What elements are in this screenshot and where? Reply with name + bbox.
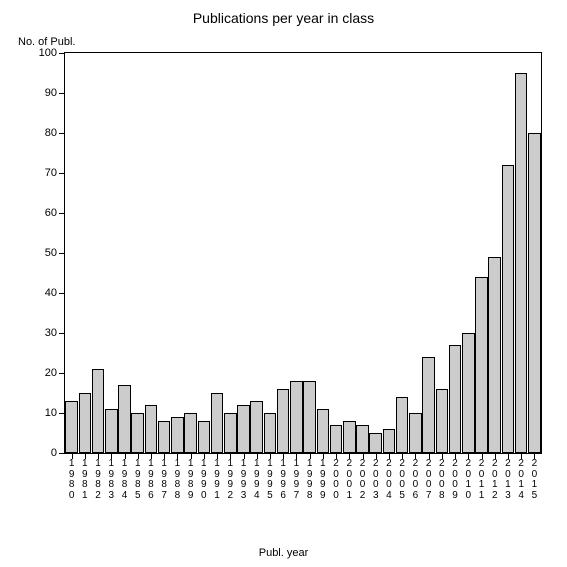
x-tick-label: 1982 [91, 453, 104, 501]
bar [528, 133, 541, 453]
x-tick-label: 2011 [475, 453, 488, 501]
bar [396, 397, 409, 453]
x-tick-label: 2013 [501, 453, 514, 501]
x-tick-label: 1997 [290, 453, 303, 501]
x-tick-label: 1999 [316, 453, 329, 501]
bar [158, 421, 171, 453]
x-tick-label: 1986 [144, 453, 157, 501]
bar [65, 401, 78, 453]
y-tick-label: 90 [45, 87, 65, 99]
bar [462, 333, 475, 453]
y-tick-label: 60 [45, 207, 65, 219]
x-tick-label: 1988 [171, 453, 184, 501]
bar [105, 409, 118, 453]
x-tick-label: 1990 [197, 453, 210, 501]
x-tick-label: 1998 [303, 453, 316, 501]
bar [317, 409, 330, 453]
x-tick-label: 2012 [488, 453, 501, 501]
bar [171, 417, 184, 453]
x-tick-label: 2002 [356, 453, 369, 501]
x-tick-label: 2000 [329, 453, 342, 501]
bar [515, 73, 528, 453]
bar [224, 413, 237, 453]
bar [184, 413, 197, 453]
y-tick-label: 10 [45, 407, 65, 419]
bar [92, 369, 105, 453]
y-tick-label: 80 [45, 127, 65, 139]
y-tick-label: 100 [39, 47, 65, 59]
y-tick-label: 50 [45, 247, 65, 259]
x-tick-label: 2009 [448, 453, 461, 501]
x-tick-label: 2005 [396, 453, 409, 501]
y-tick-label: 40 [45, 287, 65, 299]
bar [118, 385, 131, 453]
y-tick-label: 70 [45, 167, 65, 179]
bar [198, 421, 211, 453]
chart-title: Publications per year in class [0, 10, 567, 26]
bar [409, 413, 422, 453]
bar [303, 381, 316, 453]
bar [383, 429, 396, 453]
bar [436, 389, 449, 453]
x-tick-label: 1991 [210, 453, 223, 501]
bar [264, 413, 277, 453]
chart-container: Publications per year in class No. of Pu… [0, 0, 567, 567]
y-tick-label: 0 [51, 447, 65, 459]
bar [250, 401, 263, 453]
y-tick-label: 20 [45, 367, 65, 379]
bar [211, 393, 224, 453]
x-tick-label: 2015 [528, 453, 541, 501]
bar [277, 389, 290, 453]
x-tick-label: 1992 [224, 453, 237, 501]
bar [356, 425, 369, 453]
x-tick-label: 1981 [78, 453, 91, 501]
bar [330, 425, 343, 453]
x-tick-label: 1984 [118, 453, 131, 501]
bar [475, 277, 488, 453]
x-tick-label: 1995 [263, 453, 276, 501]
plot-area: 0102030405060708090100198019811982198319… [64, 52, 542, 454]
bar [449, 345, 462, 453]
bar [145, 405, 158, 453]
x-tick-label: 2003 [369, 453, 382, 501]
x-tick-label: 1993 [237, 453, 250, 501]
x-tick-label: 2006 [409, 453, 422, 501]
x-tick-label: 2008 [435, 453, 448, 501]
bar [369, 433, 382, 453]
x-tick-label: 1983 [105, 453, 118, 501]
x-tick-label: 2004 [382, 453, 395, 501]
bar [290, 381, 303, 453]
x-tick-label: 1985 [131, 453, 144, 501]
bar [79, 393, 92, 453]
bar [131, 413, 144, 453]
bar [343, 421, 356, 453]
bar [502, 165, 515, 453]
x-tick-label: 1996 [277, 453, 290, 501]
bar [422, 357, 435, 453]
x-axis-label: Publ. year [0, 547, 567, 559]
x-tick-label: 2010 [462, 453, 475, 501]
x-tick-label: 2007 [422, 453, 435, 501]
x-tick-label: 1989 [184, 453, 197, 501]
x-tick-label: 1980 [65, 453, 78, 501]
x-tick-label: 1987 [158, 453, 171, 501]
x-tick-label: 1994 [250, 453, 263, 501]
bar [237, 405, 250, 453]
x-tick-label: 2001 [343, 453, 356, 501]
x-tick-label: 2014 [515, 453, 528, 501]
y-tick-label: 30 [45, 327, 65, 339]
bar [488, 257, 501, 453]
